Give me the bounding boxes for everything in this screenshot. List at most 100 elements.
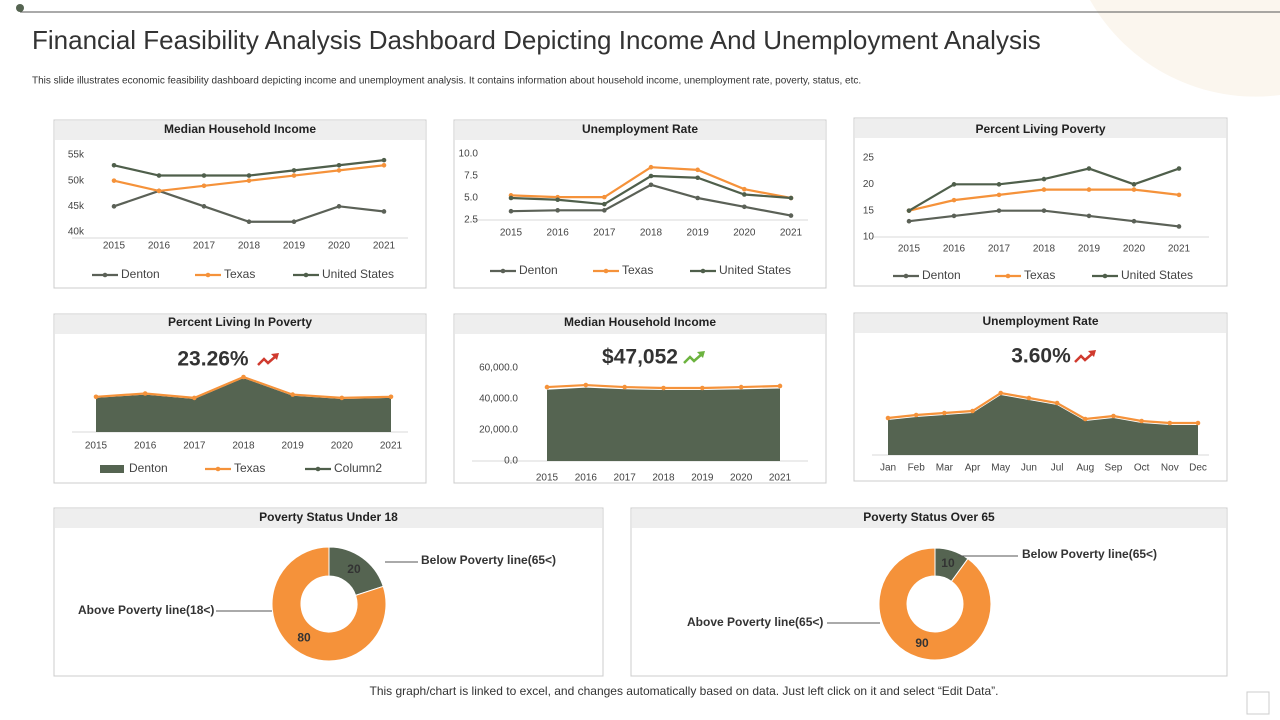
point	[695, 195, 700, 201]
point	[156, 188, 162, 194]
x-tick-label: Dec	[1189, 463, 1207, 474]
point	[1176, 192, 1182, 198]
point	[381, 209, 387, 214]
point	[1139, 418, 1144, 424]
x-tick-label: 2016	[575, 473, 598, 484]
legend-label: United States	[719, 263, 791, 277]
legend-dot	[603, 268, 609, 274]
slice-label: 20	[347, 562, 361, 576]
x-tick-label: 2019	[1078, 244, 1101, 255]
panel	[53, 119, 427, 289]
area	[96, 378, 391, 432]
legend-dot	[1005, 273, 1011, 279]
point	[339, 395, 345, 401]
panel-title: Median Household Income	[164, 122, 316, 136]
point	[111, 204, 117, 209]
point	[906, 218, 912, 224]
x-tick-label: Oct	[1134, 463, 1150, 474]
x-tick-label: 2020	[331, 441, 354, 452]
panel	[853, 117, 1228, 287]
panel-title: Percent Living In Poverty	[168, 315, 312, 329]
x-tick-label: 2018	[640, 228, 663, 239]
y-tick-label: 40k	[68, 227, 85, 238]
x-tick-label: May	[991, 463, 1010, 474]
panel-title: Median Household Income	[564, 315, 716, 329]
point	[246, 219, 252, 225]
point	[970, 408, 975, 414]
y-tick-label: 25	[863, 153, 875, 164]
point	[951, 213, 957, 219]
y-tick-label: 10	[863, 232, 875, 243]
callout-label: Below Poverty line(65<)	[421, 553, 556, 567]
point	[111, 162, 117, 168]
y-tick-label: 15	[863, 205, 875, 216]
legend-dot	[102, 272, 108, 278]
x-tick-label: Nov	[1161, 463, 1179, 474]
point	[1054, 400, 1060, 406]
point	[336, 204, 342, 209]
point	[996, 192, 1002, 198]
point	[906, 208, 912, 213]
legend-dot	[700, 268, 706, 274]
legend-dot	[903, 273, 909, 279]
x-tick-label: 2019	[283, 241, 306, 252]
y-tick-label: 0.0	[504, 456, 518, 467]
page-subtitle: This slide illustrates economic feasibil…	[32, 76, 861, 87]
area	[547, 387, 780, 461]
point	[996, 182, 1002, 187]
panel-title: Poverty Status Over 65	[863, 510, 995, 524]
point	[1086, 213, 1092, 219]
panel-title: Percent Living Poverty	[975, 122, 1105, 136]
point	[246, 178, 252, 183]
x-tick-label: 2017	[593, 228, 616, 239]
headline-value: 3.60%	[1011, 345, 1071, 368]
point	[1176, 224, 1182, 229]
slice-label: 80	[297, 631, 311, 645]
point	[742, 204, 747, 210]
y-tick-label: 20,000.0	[479, 425, 518, 436]
legend-swatch	[100, 465, 124, 473]
x-tick-label: Jan	[880, 463, 896, 474]
y-tick-label: 40,000.0	[479, 394, 518, 405]
point	[602, 208, 607, 213]
point	[1041, 176, 1047, 182]
y-tick-label: 20	[863, 179, 875, 190]
point	[336, 168, 342, 173]
x-tick-label: 2020	[1123, 244, 1146, 255]
point	[156, 173, 162, 178]
point	[1195, 420, 1201, 426]
footer-note: This graph/chart is linked to excel, and…	[370, 684, 999, 698]
top-dot	[16, 4, 24, 12]
point	[913, 412, 919, 418]
y-tick-label: 7.5	[464, 171, 478, 182]
x-tick-label: 2017	[183, 441, 206, 452]
point	[1176, 166, 1182, 171]
panel-header	[855, 119, 1226, 138]
trend-arrowhead	[1088, 350, 1096, 357]
point	[777, 383, 783, 389]
point	[1086, 187, 1092, 192]
point	[788, 195, 794, 201]
x-tick-label: 2017	[988, 244, 1011, 255]
point	[788, 213, 794, 218]
x-tick-label: 2016	[943, 244, 966, 255]
donut-slice	[878, 547, 992, 661]
point	[738, 384, 744, 390]
point	[648, 164, 654, 170]
x-tick-label: 2021	[373, 241, 396, 252]
point	[93, 394, 99, 400]
x-tick-label: Jul	[1051, 463, 1064, 474]
point	[1111, 413, 1116, 419]
point	[1086, 166, 1092, 171]
point	[885, 415, 891, 421]
point	[742, 186, 747, 192]
point	[648, 173, 654, 179]
point	[111, 178, 117, 183]
x-tick-label: 2020	[733, 228, 756, 239]
x-tick-label: 2021	[1168, 244, 1191, 255]
point	[602, 201, 607, 207]
legend-dot	[500, 268, 506, 274]
line	[887, 391, 1198, 425]
panel-header	[55, 315, 425, 334]
slice-label: 90	[915, 636, 929, 650]
